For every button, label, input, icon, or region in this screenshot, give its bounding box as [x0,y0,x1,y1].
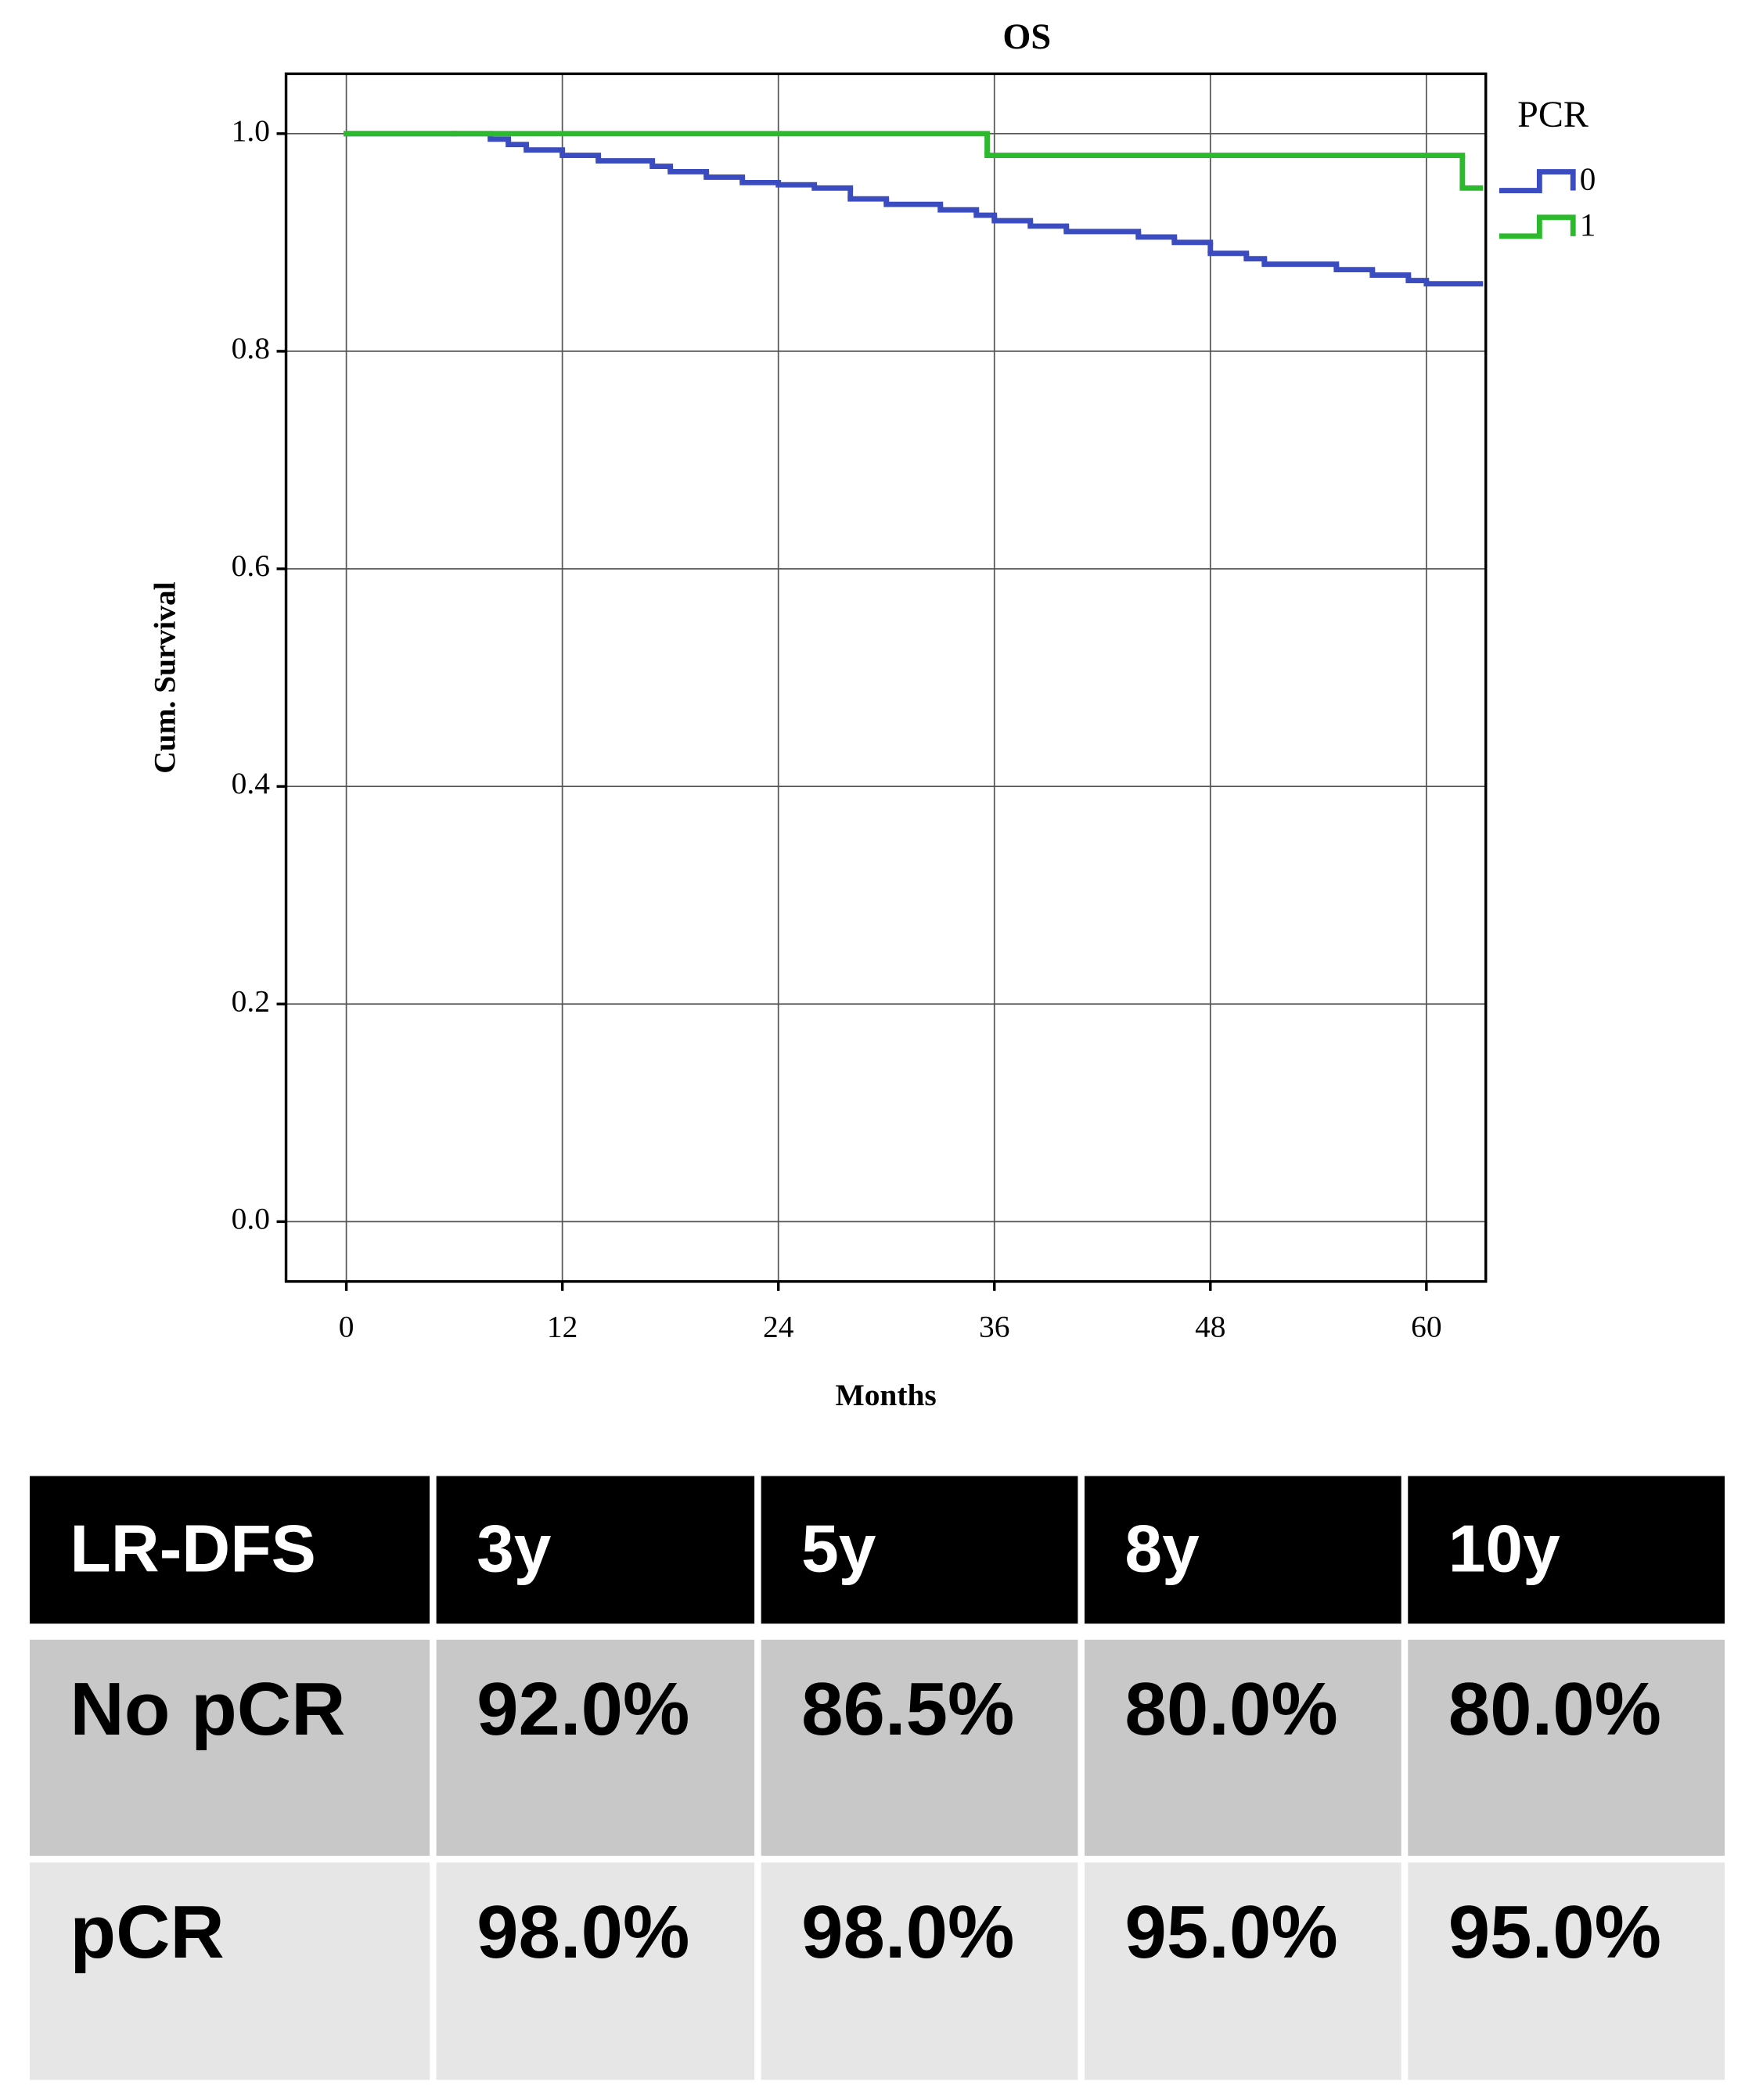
legend-swatch [1499,169,1576,193]
table-cell [29,1639,430,1856]
cell-text: 80.0% [1448,1667,1661,1751]
table-cell [1084,1639,1401,1856]
header-text: 5y [801,1512,876,1587]
header-cell [1408,1476,1725,1624]
plot-frame [284,72,1488,1283]
x-tick-label: 60 [1411,1310,1441,1344]
cell-text: 95.0% [1124,1890,1337,1974]
header-cell [761,1476,1078,1624]
header-text: 10y [1448,1512,1560,1587]
table-cell [761,1639,1078,1856]
cell-text: 95.0% [1448,1890,1661,1974]
x-tick-label: 48 [1195,1310,1225,1344]
cell-text: 92.0% [477,1667,689,1751]
y-tick-label: 0.2 [232,983,270,1018]
header-text: 3y [477,1512,552,1587]
header-cell [29,1476,430,1624]
table-cell [1084,1862,1401,2080]
y-tick-label: 0.4 [232,766,271,800]
table-cell [436,1862,755,2080]
header-cell [436,1476,755,1624]
cell-text: 86.5% [801,1667,1014,1751]
y-tick-label: 0.0 [232,1201,270,1235]
legend-title: PCR [1517,94,1588,135]
x-tick-label: 24 [763,1310,794,1344]
x-tick-label: 36 [979,1310,1009,1344]
table-cell [1408,1639,1725,1856]
cell-text: pCR [70,1890,224,1974]
chart-title: OS [1002,17,1051,57]
y-tick-label: 0.6 [232,548,270,583]
legend-label: 0 [1580,161,1596,197]
y-axis-label: Cum. Survival [148,581,182,773]
table-cell [29,1862,430,2080]
x-axis-label: Months [836,1378,937,1412]
cell-text: No pCR [70,1667,345,1751]
header-text: 8y [1124,1512,1200,1587]
table-cell [761,1862,1078,2080]
cell-text: 80.0% [1124,1667,1337,1751]
legend-swatch [1499,214,1576,239]
cell-text: 98.0% [477,1890,689,1974]
x-tick-label: 0 [339,1310,354,1344]
y-tick-label: 1.0 [232,113,270,148]
y-tick-label: 0.8 [232,331,270,365]
header-cell [1084,1476,1401,1624]
table-cell [1408,1862,1725,2080]
cell-text: 98.0% [801,1890,1014,1974]
table-cell [436,1639,755,1856]
header-text: LR-DFS [70,1512,315,1587]
x-tick-label: 12 [547,1310,577,1344]
legend-label: 1 [1580,207,1596,243]
